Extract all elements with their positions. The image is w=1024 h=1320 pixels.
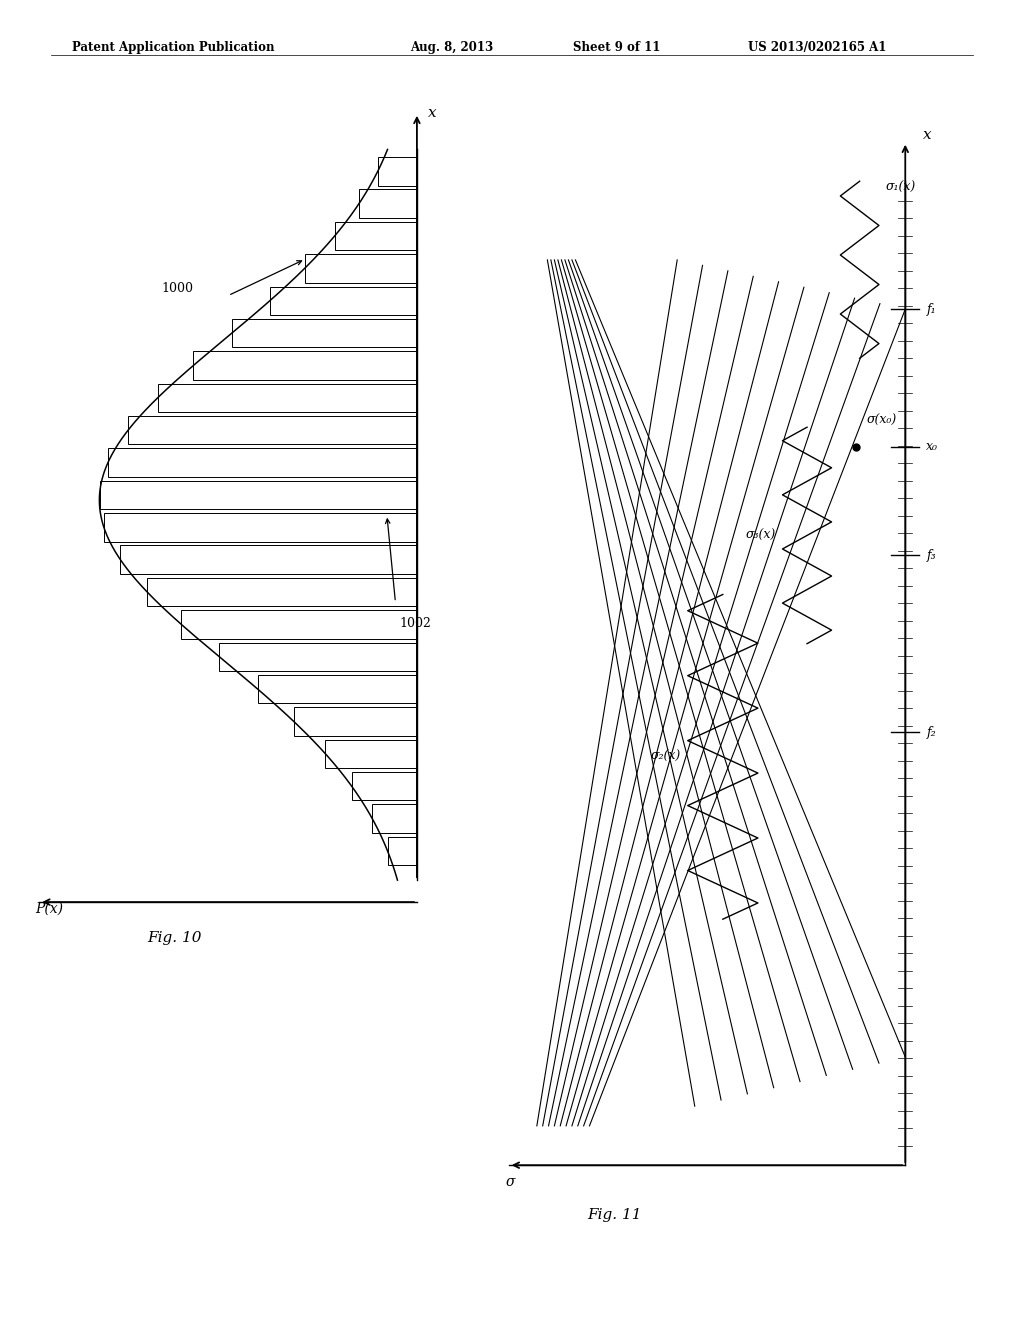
Text: f₁: f₁: [927, 302, 936, 315]
Bar: [351, 772, 417, 800]
Bar: [181, 610, 417, 639]
Bar: [158, 384, 417, 412]
Text: σ₂(x): σ₂(x): [650, 750, 681, 763]
Text: σ₁(x): σ₁(x): [886, 181, 916, 194]
Text: σ(x₀): σ(x₀): [866, 414, 897, 428]
Text: x: x: [428, 106, 436, 120]
Bar: [231, 319, 417, 347]
Bar: [258, 675, 417, 704]
Text: σ₃(x): σ₃(x): [745, 529, 775, 543]
Bar: [373, 804, 417, 833]
Bar: [335, 222, 417, 251]
Text: x₀: x₀: [927, 441, 938, 453]
Text: σ: σ: [505, 1175, 515, 1189]
Bar: [121, 545, 417, 574]
Bar: [99, 480, 417, 510]
Bar: [378, 157, 417, 186]
Bar: [194, 351, 417, 380]
Bar: [269, 286, 417, 315]
Text: 1000: 1000: [162, 281, 194, 294]
Text: Patent Application Publication: Patent Application Publication: [72, 41, 274, 54]
Bar: [359, 190, 417, 218]
Bar: [147, 578, 417, 606]
Text: f₃: f₃: [927, 549, 936, 561]
Text: Fig. 11: Fig. 11: [587, 1208, 642, 1222]
Bar: [103, 513, 417, 541]
Bar: [128, 416, 417, 445]
Text: Aug. 8, 2013: Aug. 8, 2013: [410, 41, 493, 54]
Text: x: x: [923, 128, 932, 141]
Text: f₂: f₂: [927, 726, 936, 739]
Bar: [326, 739, 417, 768]
Bar: [219, 643, 417, 671]
Text: US 2013/0202165 A1: US 2013/0202165 A1: [748, 41, 886, 54]
Bar: [294, 708, 417, 735]
Text: 1002: 1002: [399, 618, 432, 630]
Bar: [304, 255, 417, 282]
Text: Sheet 9 of 11: Sheet 9 of 11: [573, 41, 660, 54]
Bar: [108, 449, 417, 477]
Bar: [387, 837, 417, 865]
Text: Fig. 10: Fig. 10: [146, 931, 202, 945]
Text: P(x): P(x): [35, 902, 63, 916]
